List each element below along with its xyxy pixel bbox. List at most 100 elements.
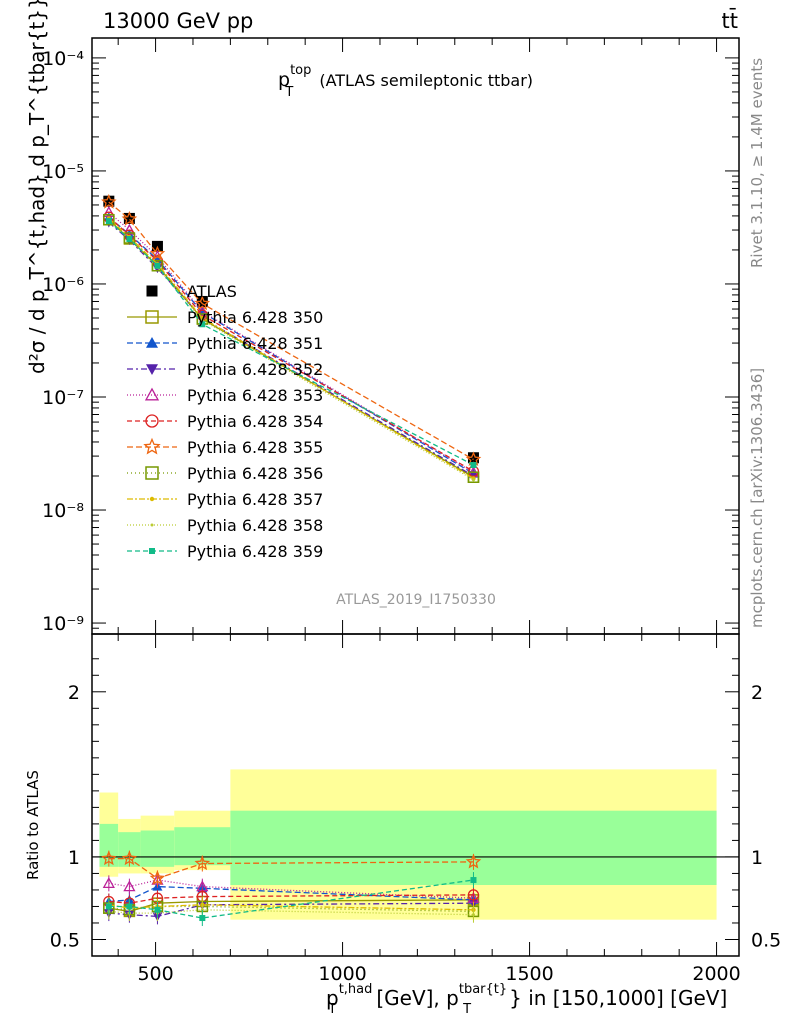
side-label-top: Rivet 3.1.10, ≥ 1.4M events	[748, 58, 766, 268]
ratio-x-tick-labels: 500 1000 1500 2000	[137, 963, 740, 985]
ratio-bands	[92, 769, 739, 920]
data-point	[145, 310, 159, 324]
ratio-y-tick-label: 1	[68, 847, 80, 869]
legend-label: Pythia 6.428 356	[187, 464, 323, 483]
data-point	[121, 850, 138, 866]
data-point	[103, 195, 115, 207]
x-axis-label-rest: } in [150,1000] [GeV]	[509, 986, 727, 1010]
data-point	[145, 414, 159, 428]
data-point	[467, 452, 479, 464]
ratio-line	[108, 885, 474, 903]
main-y-tick-label: 10⁻⁸	[42, 500, 84, 522]
x-tick-label: 1500	[505, 963, 553, 985]
data-point	[470, 877, 477, 884]
ratio-y-tick-labels: 0.5 0.5 1 1 2 2	[50, 682, 781, 952]
data-point	[200, 318, 204, 322]
data-point	[154, 262, 161, 269]
x-axis-label-mid: [GeV], p	[376, 986, 459, 1010]
data-point	[105, 218, 112, 225]
main-title-sub: T	[284, 85, 293, 100]
data-point	[471, 478, 475, 482]
data-point	[121, 210, 138, 226]
data-point	[105, 903, 112, 910]
data-point	[123, 212, 135, 224]
legend-entry: Pythia 6.428 354	[127, 412, 323, 431]
legend-entry: Pythia 6.428 356	[127, 464, 323, 483]
ratio-y-tick-label: 2	[68, 682, 80, 704]
main-y-tick-label: 10⁻⁵	[42, 161, 84, 183]
ratio-y-axis-label: Ratio to ATLAS	[24, 770, 42, 880]
legend-label: Pythia 6.428 351	[187, 334, 323, 353]
data-point	[146, 285, 158, 297]
ratio-series-9	[105, 872, 477, 927]
ratio-band-inner	[140, 830, 175, 867]
data-point	[149, 245, 166, 261]
data-point	[144, 387, 160, 401]
data-point	[126, 235, 133, 242]
main-y-tick-label: 10⁻⁷	[42, 387, 84, 409]
data-point	[145, 466, 159, 480]
data-point	[150, 523, 154, 527]
data-point	[101, 193, 117, 209]
data-point	[465, 853, 482, 869]
legend-label: Pythia 6.428 352	[187, 360, 323, 379]
legend-entry: Pythia 6.428 359	[127, 542, 323, 561]
main-y-tick-label: 10⁻⁶	[42, 274, 84, 296]
main-title-rest: (ATLAS semileptonic ttbar)	[319, 71, 533, 90]
data-point	[194, 855, 211, 871]
data-point	[470, 462, 477, 469]
data-point	[194, 295, 211, 311]
main-y-tick-label: 10⁻⁹	[42, 613, 84, 635]
data-point	[143, 437, 161, 455]
data-point	[149, 870, 166, 885]
data-point	[123, 880, 136, 892]
series-line	[108, 211, 474, 473]
series-10	[105, 218, 477, 469]
legend-entry: Pythia 6.428 351	[127, 334, 323, 353]
main-y-tick-labels: 10⁻⁹ 10⁻⁸ 10⁻⁷ 10⁻⁶ 10⁻⁵ 10⁻⁴	[42, 48, 84, 635]
legend-entry: Pythia 6.428 352	[127, 360, 323, 379]
data-point	[126, 903, 133, 910]
data-point	[123, 223, 136, 235]
ratio-series	[101, 850, 482, 927]
legend-label: Pythia 6.428 358	[187, 516, 323, 535]
ratio-frame	[91, 633, 740, 957]
main-y-axis-label: d²σ / d p_T^{t,had} d p_T^{tbar{t}} [pb/…	[25, 0, 49, 374]
data-point	[467, 889, 480, 901]
legend-label: Pythia 6.428 355	[187, 438, 323, 457]
ratio-y-tick-label-right: 2	[751, 682, 763, 704]
x-tick-label: 1000	[318, 963, 366, 985]
data-point	[467, 471, 480, 483]
x-axis-label: pt,had T [GeV], ptbar{t} T} in [150,1000] […	[326, 982, 727, 1017]
data-point	[101, 850, 117, 866]
header-right: tt̄	[722, 8, 738, 33]
legend-entry: Pythia 6.428 358	[127, 516, 323, 535]
main-series	[101, 193, 482, 483]
ratio-y-tick-label-right: 0.5	[751, 929, 781, 951]
legend-label: ATLAS	[187, 282, 237, 301]
x-tick-label: 2000	[692, 963, 740, 985]
main-y-axis-label-text: d²σ / d p_T^{t,had} d p_T^{tbar{t}} [pb/…	[25, 0, 49, 374]
legend-label: Pythia 6.428 354	[187, 412, 323, 431]
x-axis-label-sub1: T	[327, 1002, 336, 1017]
legend-entry: Pythia 6.428 353	[127, 386, 323, 405]
data-point	[471, 913, 475, 917]
side-label-bottom: mcplots.cern.ch [arXiv:1306.3436]	[748, 368, 766, 628]
main-title: ptop T (ATLAS semileptonic ttbar)	[278, 63, 533, 100]
data-point	[102, 877, 115, 888]
x-axis-label-sup2: tbar{t}	[459, 982, 507, 997]
ratio-ticks	[92, 634, 739, 956]
x-axis-label-sub2: T	[462, 1002, 471, 1017]
ratio-line	[108, 902, 474, 918]
data-point	[199, 321, 206, 328]
main-title-p: p	[278, 69, 290, 91]
data-point	[146, 337, 158, 348]
x-tick-label: 500	[137, 963, 173, 985]
legend-label: Pythia 6.428 359	[187, 542, 323, 561]
ratio-series-5	[101, 850, 482, 887]
data-point	[146, 364, 158, 375]
data-point	[123, 232, 136, 244]
ratio-y-tick-label-right: 1	[751, 847, 763, 869]
data-point	[199, 915, 206, 922]
